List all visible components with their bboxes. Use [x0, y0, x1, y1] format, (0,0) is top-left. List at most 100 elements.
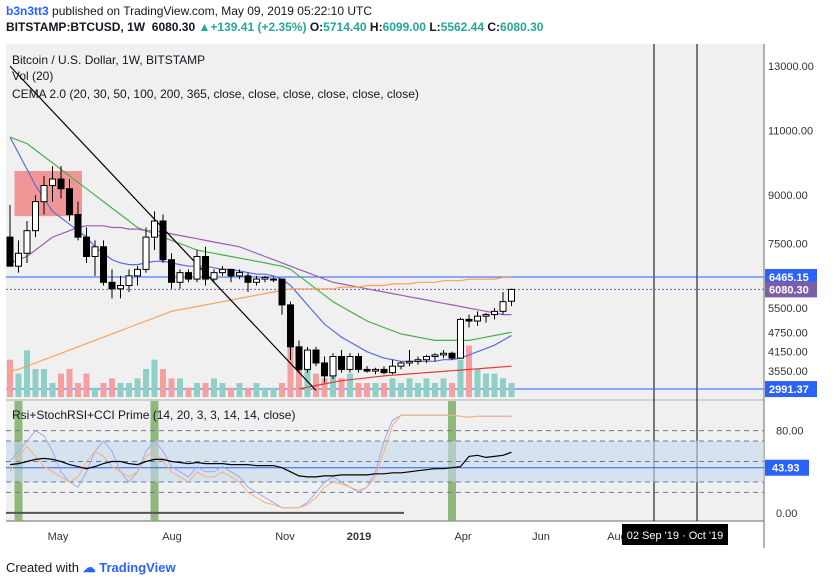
- volume-bar: [466, 345, 472, 397]
- chart-title[interactable]: Bitcoin / U.S. Dollar, 1W, BITSTAMP: [12, 53, 205, 67]
- open-value: 5714.40: [323, 20, 367, 34]
- volume-bar: [279, 383, 285, 397]
- volume-bar: [117, 383, 124, 397]
- volume-bar: [109, 378, 115, 397]
- volume-bar: [15, 373, 22, 397]
- candle-body: [134, 268, 141, 277]
- candle-body: [474, 315, 481, 322]
- candle-body: [91, 246, 99, 257]
- candle-body: [304, 349, 311, 370]
- candle-body: [346, 356, 354, 370]
- candle-body: [253, 278, 260, 283]
- volume-bar: [219, 383, 226, 397]
- up-arrow-icon: ▲: [198, 20, 211, 34]
- candle-body: [168, 259, 175, 283]
- volume-bar: [151, 359, 158, 397]
- time-tick-label: Nov: [275, 531, 295, 543]
- candle-body: [440, 352, 447, 356]
- ema-line: [298, 365, 512, 390]
- publish-info: b3n3tt3 published on TradingView.com, Ma…: [6, 4, 372, 18]
- ema-line: [9, 276, 512, 372]
- price-tick-label: 4750.00: [768, 327, 808, 339]
- created-with-text: Created with: [6, 560, 79, 575]
- volume-bar: [211, 378, 217, 397]
- volume-bar: [160, 369, 166, 397]
- candle-body: [49, 178, 56, 187]
- low-value: 5562.44: [440, 20, 485, 34]
- volume-bar: [7, 359, 13, 397]
- candle-body: [151, 220, 158, 238]
- time-tick-label: Aug: [607, 531, 627, 543]
- volume-bar: [262, 387, 268, 397]
- volume-bar: [202, 383, 209, 397]
- ema-line: [9, 136, 512, 362]
- volume-bar: [253, 383, 260, 397]
- tradingview-logo-icon[interactable]: ☁: [82, 560, 96, 575]
- price-change: +139.41 (+2.35%): [210, 20, 307, 34]
- candle-body: [363, 368, 371, 372]
- high-label: H:: [369, 20, 383, 34]
- volume-bar: [143, 369, 149, 397]
- candle-body: [321, 362, 328, 377]
- candle-body: [159, 220, 167, 261]
- price-tick-label: 9000.00: [768, 190, 808, 202]
- volume-bar: [236, 383, 243, 397]
- candle-body: [312, 349, 320, 364]
- candle-body: [465, 318, 473, 322]
- last-price-badge-background: [765, 281, 817, 298]
- volume-bar: [194, 383, 200, 397]
- candle-body: [270, 278, 277, 281]
- rsi-line: [9, 451, 512, 478]
- volume-indicator-label[interactable]: Vol (20): [12, 69, 53, 83]
- price-tick-label: 11000.00: [768, 126, 813, 138]
- candle-body: [125, 275, 133, 287]
- candle-body: [329, 356, 337, 377]
- volume-bar: [372, 383, 379, 397]
- candle-body: [32, 201, 39, 232]
- open-label: O:: [309, 20, 324, 34]
- time-tick-label: May: [48, 531, 69, 543]
- oscillator-label[interactable]: Rsi+StochRSI+CCI Prime (14, 20, 3, 3, 14…: [12, 408, 295, 422]
- level-badge-background: [765, 268, 817, 285]
- high-value: 6099.00: [382, 20, 426, 34]
- volume-bar: [500, 378, 506, 397]
- author-name[interactable]: b3n3tt3: [6, 4, 49, 18]
- candle-body: [457, 318, 464, 359]
- volume-bar: [287, 327, 294, 397]
- price-tick-label: 3550.00: [768, 366, 808, 378]
- oscillator-tick-label: 0.00: [776, 508, 797, 520]
- footer: Created with ☁ TradingView: [6, 560, 176, 576]
- close-label: C:: [487, 20, 501, 34]
- volume-bar: [330, 369, 336, 397]
- candle-body: [15, 252, 22, 267]
- candle-body: [491, 310, 498, 316]
- volume-bar: [449, 383, 455, 397]
- volume-bar: [491, 373, 498, 397]
- price-tick-label: 7500.00: [768, 239, 808, 251]
- volume-bar: [185, 387, 192, 397]
- volume-bar: [100, 383, 107, 397]
- candle-body: [185, 272, 192, 280]
- volume-bar: [304, 369, 311, 397]
- oscillator-value-badge: 43.93: [772, 463, 800, 475]
- candle-body: [210, 272, 218, 280]
- volume-bar: [49, 383, 56, 397]
- candle-body: [193, 255, 201, 280]
- candle-body: [389, 365, 396, 374]
- main-pane-background: [6, 44, 764, 399]
- candle-body: [448, 352, 456, 359]
- range-label: 02 Sep '19 · Oct '19: [627, 530, 724, 542]
- volume-bar: [134, 378, 141, 397]
- tradingview-brand[interactable]: TradingView: [99, 560, 176, 575]
- candle-body: [23, 230, 31, 254]
- level-badge: 6465.15: [769, 272, 809, 284]
- symbol-header: BITSTAMP:BTCUSD, 1W 6080.30 ▲+139.41 (+2…: [6, 20, 543, 34]
- candle-body: [6, 236, 14, 267]
- cema-indicator-label[interactable]: CEMA 2.0 (20, 30, 50, 100, 200, 365, clo…: [12, 87, 419, 101]
- candle-body: [66, 188, 73, 216]
- volume-bar: [483, 373, 489, 397]
- candle-body: [414, 359, 422, 362]
- volume-bar: [508, 383, 515, 397]
- volume-bar: [270, 387, 277, 397]
